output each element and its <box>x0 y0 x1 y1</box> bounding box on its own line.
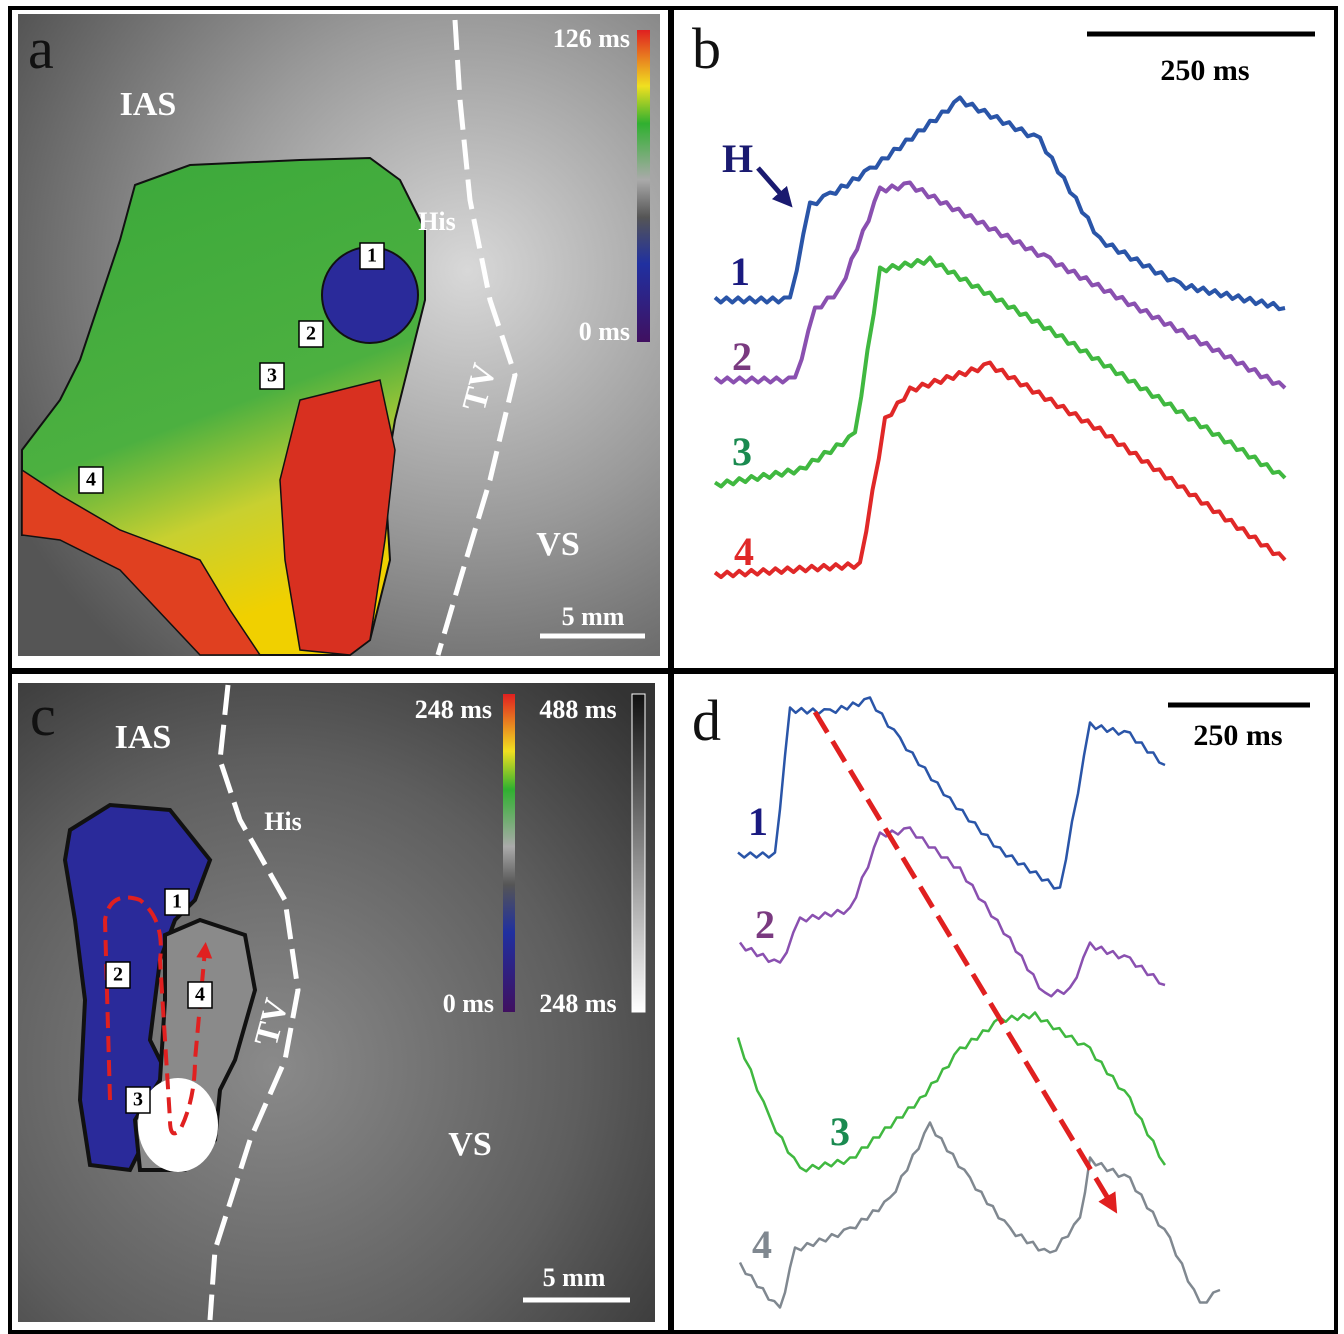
colorbar-label: 248 ms <box>415 695 492 724</box>
region-label: His <box>418 207 456 236</box>
panel-letter: d <box>692 688 721 753</box>
marker: 3 <box>259 362 285 390</box>
colorbar-label: 248 ms <box>539 989 616 1018</box>
trace <box>713 255 1287 489</box>
scale-label: 5 mm <box>562 602 625 631</box>
trace <box>737 696 1166 890</box>
propagation-path <box>102 895 213 1136</box>
svg-text:4: 4 <box>86 469 96 491</box>
scale-label: 5 mm <box>543 1263 606 1292</box>
svg-text:3: 3 <box>267 365 277 387</box>
region-label: VS <box>536 526 579 563</box>
panel-c: c IAS His TV VS 248 ms 0 ms 488 ms 248 m… <box>18 683 655 1322</box>
trace-label: 4 <box>734 529 754 574</box>
panel-letter: b <box>692 16 721 81</box>
trace-label: 1 <box>748 799 768 844</box>
colorbar-label: 0 ms <box>579 317 630 346</box>
marker: 3 <box>125 1086 151 1114</box>
colorbar <box>631 693 646 1013</box>
svg-text:3: 3 <box>133 1089 143 1111</box>
marker: 4 <box>187 981 213 1009</box>
marker: 2 <box>105 961 131 989</box>
boundary-line <box>435 19 518 656</box>
marker: 1 <box>164 888 190 916</box>
colorbar-label: 0 ms <box>443 989 494 1018</box>
svg-text:2: 2 <box>306 323 316 345</box>
arrow <box>756 166 793 208</box>
panel-letter: a <box>28 16 54 81</box>
trace <box>713 360 1287 580</box>
trace <box>738 826 1166 998</box>
scale-label: 250 ms <box>1193 719 1282 752</box>
marker: 2 <box>298 320 324 348</box>
trace-label: 3 <box>732 429 752 474</box>
panel-a: a IAS His TV VS 126 ms 0 ms 5 mm 1 2 3 4 <box>18 14 660 656</box>
panel-d: d 250 ms 1 2 3 4 <box>692 688 1310 1309</box>
colorbar-label: 126 ms <box>553 24 630 53</box>
trace <box>738 1121 1221 1309</box>
marker: 1 <box>359 242 385 270</box>
marker: 4 <box>78 466 104 494</box>
boundary-line <box>207 684 301 1321</box>
region-label: His <box>264 807 302 836</box>
trace-label: 2 <box>755 902 775 947</box>
svg-text:1: 1 <box>172 891 182 913</box>
trace-label: 2 <box>732 334 752 379</box>
trace-label: 4 <box>752 1222 772 1267</box>
arrow-label: H <box>722 136 753 181</box>
trace <box>736 1011 1167 1173</box>
region-label: IAS <box>120 86 177 123</box>
svg-text:4: 4 <box>195 984 205 1006</box>
region-label: IAS <box>115 719 172 756</box>
trace-label: 3 <box>830 1109 850 1154</box>
panel-b: b 250 ms H 1 2 3 4 <box>692 16 1315 580</box>
scale-label: 250 ms <box>1160 54 1249 87</box>
colorbar <box>637 30 650 342</box>
frames <box>8 6 1338 1334</box>
trace <box>713 95 1286 312</box>
colorbar <box>503 694 515 1012</box>
trace <box>713 180 1287 390</box>
svg-text:2: 2 <box>113 964 123 986</box>
late-region <box>279 379 396 656</box>
latest-region <box>138 1078 218 1172</box>
propagation-arrow <box>812 710 1118 1214</box>
region-label: VS <box>448 1126 491 1163</box>
trace-label: 1 <box>730 249 750 294</box>
colorbar-label: 488 ms <box>539 695 616 724</box>
late-region <box>21 468 262 656</box>
svg-text:1: 1 <box>367 245 377 267</box>
panel-letter: c <box>30 683 56 748</box>
